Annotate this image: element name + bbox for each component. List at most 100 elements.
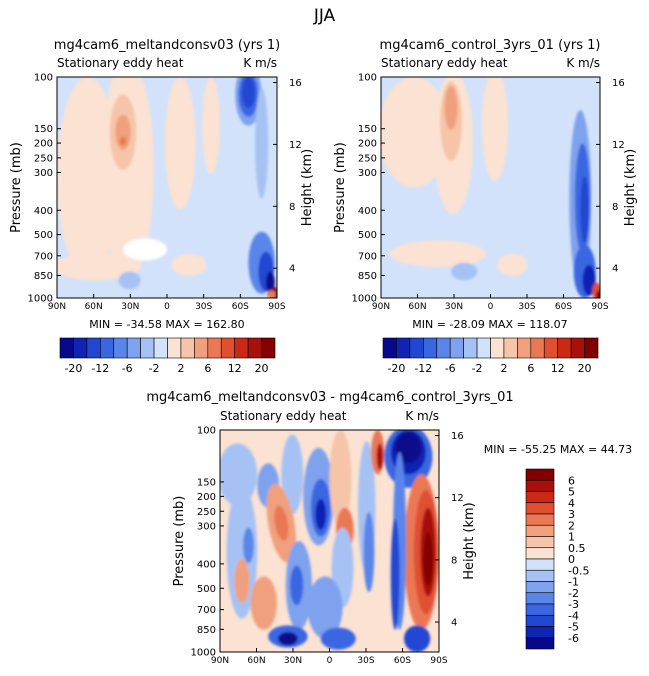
colorbar-swatch: [449, 337, 464, 359]
colorbar-swatch: [525, 479, 555, 492]
colorbar-swatch: [525, 603, 555, 616]
colorbar-tick-label: 3: [568, 508, 575, 521]
colorbar-swatch: [396, 337, 411, 359]
colorbar-swatch: [525, 592, 555, 605]
y-tick-label: 400: [358, 206, 377, 217]
y-tick-label: 1000: [352, 294, 377, 305]
colorbar-tick-label: 12: [551, 362, 565, 375]
panel-3-left-label: Stationary eddy heat: [220, 409, 347, 423]
y-axis-right-label: Height (km): [462, 502, 477, 579]
contour-region: [171, 253, 207, 276]
panel-1-units-label: K m/s: [243, 56, 277, 70]
colorbar-tick-label: 2: [177, 362, 184, 375]
colorbar-swatch: [194, 337, 209, 359]
colorbar-tick-label: -3: [568, 598, 579, 611]
y-axis-label: Pressure (mb): [333, 142, 348, 233]
contour-region: [290, 565, 304, 606]
y-tick-label: 200: [197, 492, 216, 503]
colorbar-swatch: [463, 337, 478, 359]
contour-region: [390, 518, 400, 630]
contour-region: [226, 485, 258, 619]
x-tick-label: 60S: [232, 302, 249, 312]
contour-region: [395, 432, 422, 464]
contour-region: [307, 576, 343, 639]
panel-1-title: mg4cam6_meltandconsv03 (yrs 1): [54, 38, 280, 53]
colorbar-tick-label: -6: [122, 362, 133, 375]
height-tick-label: 16: [612, 78, 625, 89]
colorbar-tick-label: 20: [578, 362, 592, 375]
colorbar-tick-label: -0.5: [568, 564, 589, 577]
y-tick-label: 100: [358, 73, 377, 84]
colorbar-tick-label: 12: [228, 362, 242, 375]
height-tick-label: 4: [612, 264, 618, 275]
height-tick-label: 4: [289, 264, 295, 275]
y-axis-label: Pressure (mb): [172, 496, 187, 587]
contour-region: [255, 88, 269, 199]
panel-1-left-label: Stationary eddy heat: [57, 56, 184, 70]
colorbar-swatch: [73, 337, 88, 359]
panel-2-contours: [381, 77, 600, 298]
height-tick-label: 8: [612, 202, 618, 213]
panel-2-axes: 90N 60N 30N 0 30S 60S 90S 100 150 200 250 300 400 500…: [333, 73, 638, 313]
panel-2-left-label: Stationary eddy heat: [381, 56, 508, 70]
colorbar-swatch: [113, 337, 128, 359]
panel-2-stats: MIN = -28.09 MAX = 118.07: [412, 318, 567, 331]
height-tick-label: 12: [451, 493, 464, 504]
colorbar-swatch: [543, 337, 558, 359]
colorbar-swatch: [167, 337, 182, 359]
x-tick-label: 30S: [195, 302, 212, 312]
colorbar-tick-label: 6: [568, 474, 575, 487]
x-tick-label: 60N: [247, 656, 265, 666]
panel-2: mg4cam6_control_3yrs_01 (yrs 1) Stationa…: [333, 38, 638, 331]
contour-region: [481, 77, 509, 181]
colorbar-swatch: [525, 581, 555, 594]
colorbar-swatch: [476, 337, 491, 359]
colorbar-tick-label: -20: [64, 362, 82, 375]
colorbar-swatch: [234, 337, 249, 359]
height-tick-label: 16: [451, 431, 464, 442]
colorbar-swatch: [503, 337, 518, 359]
colorbar-tick-label: 2: [568, 519, 575, 532]
height-tick-label: 16: [289, 78, 302, 89]
colorbar-swatch: [180, 337, 195, 359]
colorbar-swatch: [261, 337, 276, 359]
height-tick-label: 8: [289, 202, 295, 213]
x-tick-label: 90N: [372, 302, 390, 312]
x-tick-label: 30N: [445, 302, 463, 312]
y-tick-label: 150: [197, 477, 216, 488]
colorbar-swatch: [525, 569, 555, 582]
contour-region: [403, 625, 431, 652]
y-tick-label: 250: [34, 153, 53, 164]
panel-3-stats: MIN = -55.25 MAX = 44.73: [484, 443, 632, 456]
colorbar-swatch: [86, 337, 101, 359]
contour-region: [381, 77, 449, 188]
colorbar-tick-label: 1: [568, 531, 575, 544]
panel-1-stats: MIN = -34.58 MAX = 162.80: [89, 318, 244, 331]
y-tick-label: 850: [197, 625, 216, 636]
contour-region: [115, 114, 131, 150]
colorbar-swatch: [382, 337, 397, 359]
colorbar-swatch: [525, 524, 555, 537]
colorbar-swatch: [153, 337, 168, 359]
panel-1-axes: 90N 60N 30N 0 30S 60S 90S 100 150 200 250 300 400 500…: [9, 73, 315, 313]
x-tick-label: 0: [488, 302, 494, 312]
y-tick-label: 250: [358, 153, 377, 164]
x-tick-label: 90N: [211, 656, 229, 666]
contour-region: [278, 632, 298, 646]
colorbar-swatch: [517, 337, 532, 359]
y-tick-label: 150: [34, 124, 53, 135]
contour-region: [389, 240, 487, 268]
contour-region: [250, 576, 277, 630]
colorbar-tick-label: -12: [91, 362, 109, 375]
contour-region: [320, 627, 356, 650]
y-tick-label: 700: [358, 251, 377, 262]
x-tick-label: 0: [164, 302, 170, 312]
colorbar-swatch: [584, 337, 599, 359]
y-tick-label: 850: [358, 271, 377, 282]
panel-3-contours: [220, 430, 439, 652]
contour-region: [57, 253, 141, 281]
colorbar-swatch: [525, 502, 555, 515]
height-tick-label: 4: [451, 618, 457, 629]
colorbar-swatch: [525, 637, 555, 650]
